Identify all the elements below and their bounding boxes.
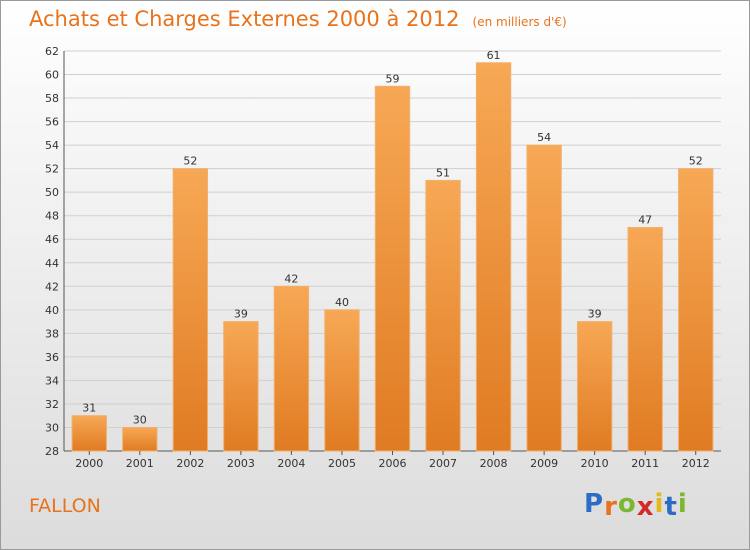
bar (324, 309, 360, 452)
data-label: 59 (386, 72, 400, 85)
data-label: 47 (638, 213, 652, 226)
x-tick-label: 2006 (379, 457, 407, 470)
y-tick-label: 46 (45, 233, 59, 246)
bar (576, 321, 613, 452)
x-tick-label: 2002 (176, 457, 204, 470)
y-tick-label: 40 (45, 304, 59, 317)
y-tick-label: 44 (45, 257, 59, 270)
y-tick-label: 58 (45, 92, 59, 105)
x-tick-label: 2003 (227, 457, 255, 470)
y-tick-label: 36 (45, 351, 59, 364)
y-tick-label: 48 (45, 210, 59, 223)
y-tick-label: 38 (45, 327, 59, 340)
x-tick-label: 2012 (682, 457, 710, 470)
bar (223, 321, 259, 452)
commune-name: FALLON (29, 495, 101, 517)
bar (475, 62, 512, 452)
bar (425, 179, 461, 452)
data-label: 40 (335, 296, 349, 309)
y-tick-label: 30 (45, 421, 59, 434)
data-label: 30 (133, 413, 147, 426)
bar (71, 415, 107, 452)
y-tick-label: 50 (45, 186, 59, 199)
chart-subtitle: (en milliers d'€) (472, 15, 567, 29)
y-tick-label: 54 (45, 139, 59, 152)
data-label: 52 (183, 155, 197, 168)
data-label: 54 (537, 131, 551, 144)
bar (374, 85, 411, 452)
logo-letter: o (617, 489, 637, 519)
x-tick-label: 2005 (328, 457, 356, 470)
y-tick-label: 60 (45, 69, 59, 82)
bar (273, 285, 310, 452)
bar (526, 144, 562, 452)
bar (122, 426, 158, 452)
x-tick-label: 2009 (530, 457, 558, 470)
y-tick-label: 28 (45, 445, 59, 458)
x-tick-label: 2008 (480, 457, 508, 470)
data-label: 31 (82, 402, 96, 415)
y-tick-label: 52 (45, 163, 59, 176)
x-tick-label: 2004 (277, 457, 305, 470)
logo-letter: i (677, 489, 688, 519)
chart-title: Achats et Charges Externes 2000 à 2012 (29, 7, 460, 31)
y-tick-label: 62 (45, 45, 59, 58)
x-tick-label: 2001 (126, 457, 154, 470)
bar (627, 226, 663, 452)
x-tick-label: 2000 (75, 457, 103, 470)
x-tick-label: 2010 (581, 457, 609, 470)
data-label: 39 (234, 308, 248, 321)
bar (172, 168, 209, 452)
bar (678, 168, 714, 452)
title-row: Achats et Charges Externes 2000 à 2012 (… (29, 7, 567, 31)
data-label: 51 (436, 166, 450, 179)
data-label: 52 (689, 155, 703, 168)
y-tick-label: 42 (45, 280, 59, 293)
logo-letter: i (654, 489, 665, 519)
proxiti-logo: Proxiti (584, 489, 688, 522)
data-label: 42 (284, 272, 298, 285)
y-tick-label: 34 (45, 374, 59, 387)
logo-letter: t (664, 492, 678, 522)
x-tick-label: 2007 (429, 457, 457, 470)
y-tick-label: 32 (45, 398, 59, 411)
x-tick-label: 2011 (631, 457, 659, 470)
logo-letter: r (604, 492, 618, 522)
logo-letter: x (636, 492, 655, 522)
data-label: 61 (487, 49, 501, 62)
y-tick-label: 56 (45, 116, 59, 129)
data-label: 39 (588, 308, 602, 321)
logo-letter: P (584, 489, 605, 519)
